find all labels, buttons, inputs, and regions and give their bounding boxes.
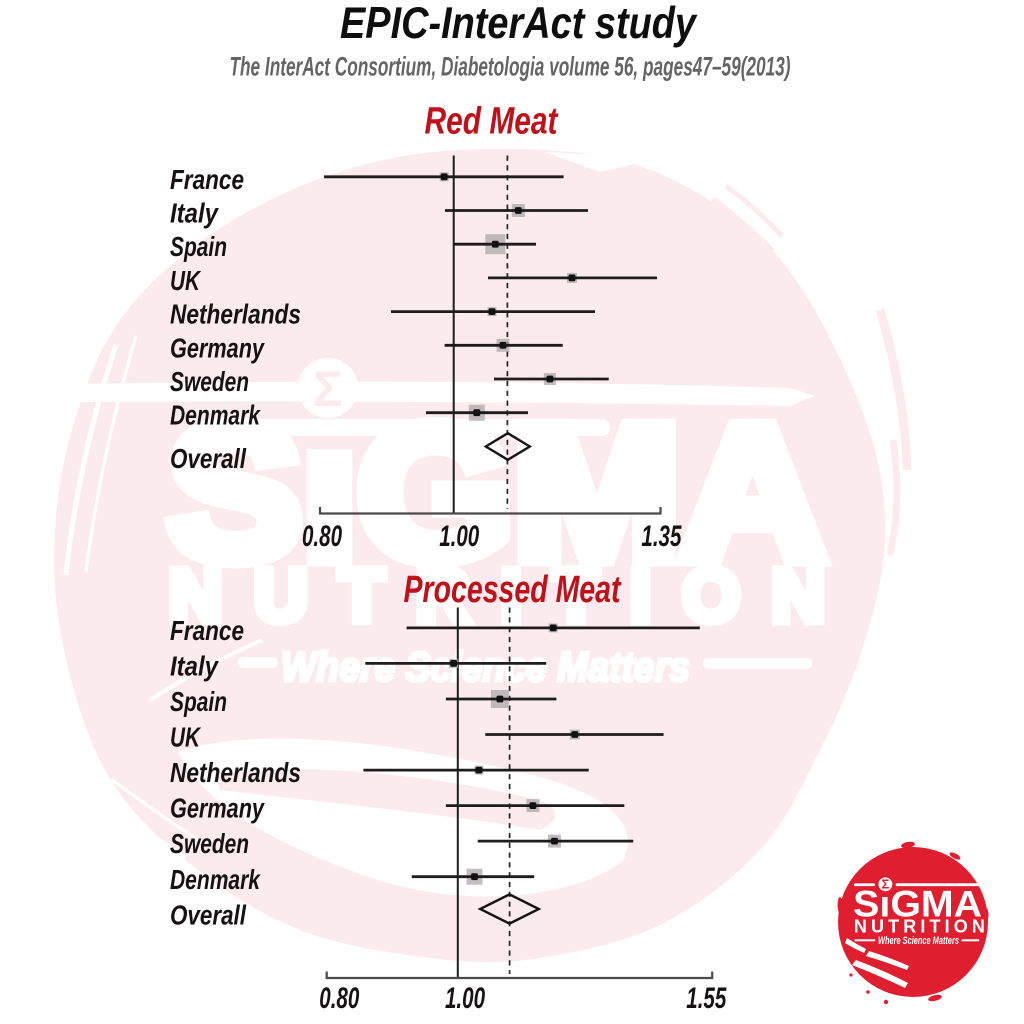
svg-text:Σ: Σ — [313, 361, 343, 417]
svg-text:Netherlands: Netherlands — [170, 299, 301, 330]
svg-text:Where Science Matters: Where Science Matters — [281, 643, 690, 690]
svg-text:Sweden: Sweden — [170, 828, 249, 859]
svg-text:Denmark: Denmark — [170, 400, 261, 431]
svg-text:UK: UK — [170, 265, 202, 296]
svg-text:0.80: 0.80 — [319, 982, 359, 1015]
svg-text:SıGMA: SıGMA — [853, 884, 982, 925]
svg-text:UK: UK — [170, 722, 202, 753]
svg-text:Processed Meat: Processed Meat — [404, 569, 622, 611]
svg-text:Spain: Spain — [170, 686, 227, 717]
svg-text:France: France — [170, 164, 244, 195]
svg-text:Italy: Italy — [170, 198, 219, 229]
svg-text:Overall: Overall — [170, 899, 247, 930]
svg-text:NUTRITION: NUTRITION — [854, 917, 985, 937]
svg-text:France: France — [170, 615, 244, 646]
svg-text:Spain: Spain — [170, 231, 227, 262]
svg-text:Italy: Italy — [170, 651, 219, 682]
svg-text:Netherlands: Netherlands — [170, 757, 301, 788]
svg-text:Σ: Σ — [881, 877, 889, 892]
svg-text:1.00: 1.00 — [445, 982, 485, 1015]
svg-text:1.55: 1.55 — [686, 982, 727, 1015]
svg-text:SıGMA: SıGMA — [168, 387, 825, 599]
svg-text:1.35: 1.35 — [641, 520, 682, 553]
svg-text:Sweden: Sweden — [170, 366, 249, 397]
svg-text:Germany: Germany — [170, 793, 265, 824]
svg-text:Red Meat: Red Meat — [425, 100, 559, 142]
svg-text:Overall: Overall — [170, 443, 247, 474]
svg-text:0.80: 0.80 — [302, 520, 342, 553]
svg-text:Germany: Germany — [170, 332, 265, 363]
svg-text:The InterAct Consortium, Diabe: The InterAct Consortium, Diabetologia vo… — [230, 52, 791, 82]
svg-text:EPIC-InterAct study: EPIC-InterAct study — [340, 0, 698, 48]
svg-text:Where Science Matters: Where Science Matters — [878, 935, 959, 947]
svg-text:1.00: 1.00 — [439, 520, 479, 553]
svg-text:Denmark: Denmark — [170, 864, 261, 895]
